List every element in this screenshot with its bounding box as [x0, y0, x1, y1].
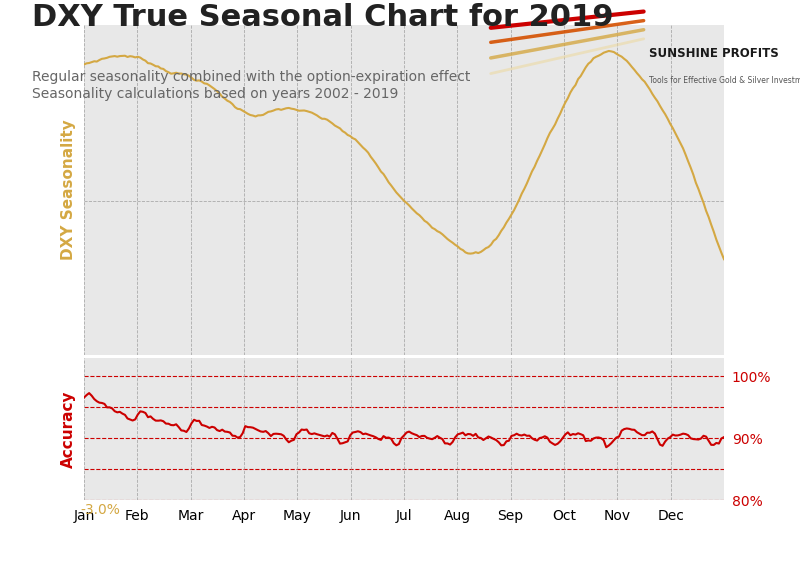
- Text: SUNSHINE PROFITS: SUNSHINE PROFITS: [650, 47, 779, 61]
- Text: -3.0%: -3.0%: [80, 503, 120, 517]
- Text: Tools for Effective Gold & Silver Investments: Tools for Effective Gold & Silver Invest…: [650, 76, 800, 85]
- Y-axis label: DXY Seasonality: DXY Seasonality: [61, 120, 76, 260]
- Y-axis label: Accuracy: Accuracy: [61, 390, 76, 468]
- Text: DXY True Seasonal Chart for 2019: DXY True Seasonal Chart for 2019: [32, 3, 614, 32]
- Text: Seasonality calculations based on years 2002 - 2019: Seasonality calculations based on years …: [32, 87, 398, 101]
- Text: Regular seasonality combined with the option-expiration effect: Regular seasonality combined with the op…: [32, 70, 470, 84]
